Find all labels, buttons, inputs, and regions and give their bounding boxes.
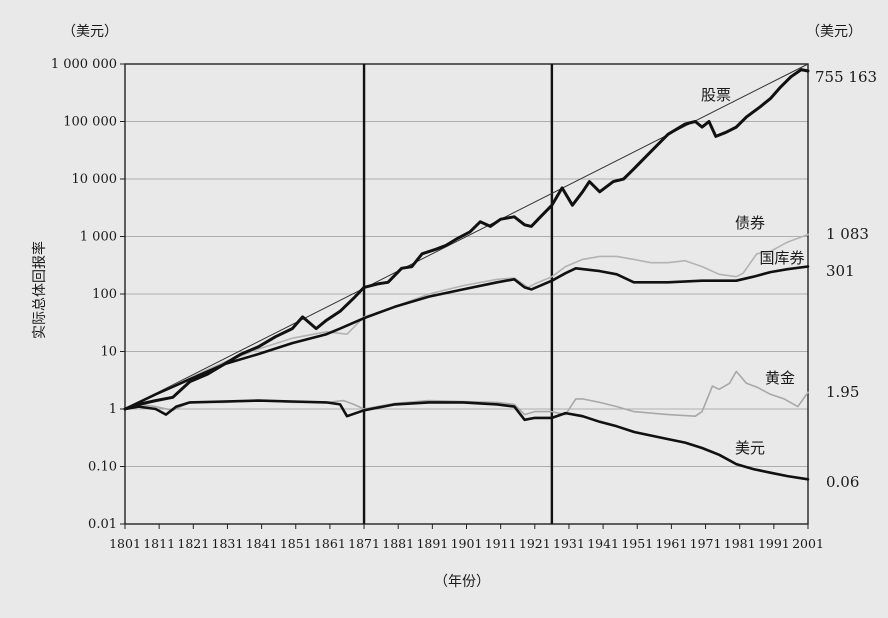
y-tick-label: 0.01 [88,517,117,532]
x-tick-label: 1831 [212,536,244,551]
x-tick-label: 1991 [758,536,790,551]
x-tick-label: 1871 [348,536,380,551]
bond-series-line [124,233,809,410]
dollar-series-label: 美元 [735,439,765,457]
y-axis-title: 实际总体回报率 [31,241,48,339]
x-tick-label: 1981 [724,536,756,551]
x-axis-ticks: 1801 1811 1821 1831 1841 1851 1861 1871 1881 1891… [109,524,824,551]
y-tick-label: 10 000 [72,172,118,187]
y-tick-label: 100 [92,287,117,302]
x-tick-label: 1951 [621,536,653,551]
y-tick-label: 1 [109,402,117,417]
y-tick-label: 1 000 [80,230,117,245]
x-tick-label: 1801 [109,536,141,551]
x-tick-label: 1841 [246,536,278,551]
unit-right: （美元） [806,24,862,40]
bill-end-value: 301 [826,262,855,280]
x-tick-label: 2001 [792,536,824,551]
x-tick-label: 1971 [690,536,722,551]
x-axis-title: （年份） [434,574,490,590]
series-labels: 股票 755 163 债券 1 083 国库券 301 黄金 1.95 美元 0.06 [701,68,877,491]
series-lines [123,63,810,481]
y-tick-label: 0.10 [88,460,117,475]
x-tick-label: 1961 [655,536,687,551]
dollar-series-line [123,399,810,481]
vertical-markers [362,64,554,524]
x-tick-label: 1881 [382,536,414,551]
stock-series-label: 股票 [701,86,731,104]
gold-series-label: 黄金 [765,369,795,387]
x-tick-label: 1911 [485,536,517,551]
x-tick-label: 1821 [177,536,209,551]
x-tick-label: 1931 [553,536,585,551]
bill-series-line [123,265,810,411]
y-tick-label: 100 000 [63,115,117,130]
x-tick-label: 1891 [416,536,448,551]
x-tick-label: 1811 [143,536,175,551]
bill-series-label: 国库券 [759,249,804,267]
gold-series-line [124,370,809,417]
y-tick-label: 1 000 000 [51,57,117,72]
x-tick-label: 1901 [451,536,483,551]
bond-series-label: 债券 [735,214,765,232]
x-tick-label: 1851 [280,536,312,551]
y-tick-label: 10 [100,345,117,360]
unit-left: （美元） [62,24,118,40]
dollar-end-value: 0.06 [826,473,859,491]
bond-end-value: 1 083 [826,225,869,243]
stock-series-line [123,68,810,411]
stock-end-value: 755 163 [815,68,877,86]
gridlines [125,63,808,525]
x-tick-label: 1921 [519,536,551,551]
gold-end-value: 1.95 [826,383,859,401]
x-tick-label: 1941 [587,536,619,551]
x-tick-label: 1861 [314,536,346,551]
y-axis-ticks: 1 000 000 100 000 10 000 1 000 100 10 1 0.10 0.0… [51,57,125,532]
